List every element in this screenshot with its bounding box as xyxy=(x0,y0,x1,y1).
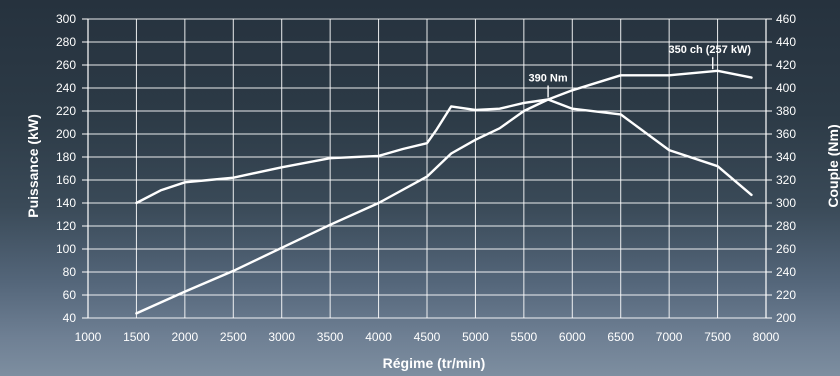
chart-series xyxy=(135,69,753,315)
x-axis-title: Régime (tr/min) xyxy=(383,355,486,371)
y-left-tick-label: 40 xyxy=(63,311,77,325)
x-tick-label: 5500 xyxy=(511,330,538,344)
y-right-tick-label: 420 xyxy=(776,58,796,72)
x-tick-label: 1500 xyxy=(123,330,150,344)
y-left-tick-label: 160 xyxy=(56,173,76,187)
annotation-label: 390 Nm xyxy=(529,73,568,85)
x-tick-label: 7500 xyxy=(704,330,731,344)
y-right-tick-label: 220 xyxy=(776,288,796,302)
y-left-tick-label: 300 xyxy=(56,12,76,26)
y-left-tick-label: 140 xyxy=(56,196,76,210)
torque-line xyxy=(135,98,753,205)
x-tick-label: 3000 xyxy=(268,330,295,344)
y-left-tick-label: 60 xyxy=(63,288,77,302)
chart-annotations: 390 Nm 350 ch (257 kW) xyxy=(529,44,751,98)
x-tick-label: 5000 xyxy=(462,330,489,344)
x-tick-label: 8000 xyxy=(753,330,780,344)
y-left-tick-label: 80 xyxy=(63,265,77,279)
x-tick-label: 7000 xyxy=(656,330,683,344)
y-right-tick-label: 400 xyxy=(776,81,796,95)
x-tick-label: 4500 xyxy=(414,330,441,344)
y-right-tick-label: 380 xyxy=(776,104,796,118)
y-right-tick-label: 440 xyxy=(776,35,796,49)
chart-ticks: 40 200 60 220 80 240 100 260 120 280 140 300 160 320 1… xyxy=(56,12,796,344)
y-right-tick-label: 360 xyxy=(776,127,796,141)
x-tick-label: 2000 xyxy=(172,330,199,344)
x-tick-label: 3500 xyxy=(317,330,344,344)
y-right-tick-label: 460 xyxy=(776,12,796,26)
x-tick-label: 1000 xyxy=(75,330,102,344)
y-right-tick-label: 240 xyxy=(776,265,796,279)
y-right-tick-label: 260 xyxy=(776,242,796,256)
chart-grid xyxy=(82,18,772,319)
x-tick-label: 6000 xyxy=(559,330,586,344)
y-left-tick-label: 200 xyxy=(56,127,76,141)
annotation-label: 350 ch (257 kW) xyxy=(668,44,751,56)
y-left-tick-label: 120 xyxy=(56,219,76,233)
y-left-axis-title: Puissance (kW) xyxy=(25,114,41,217)
power-line xyxy=(135,69,753,315)
y-right-tick-label: 280 xyxy=(776,219,796,233)
y-left-tick-label: 260 xyxy=(56,58,76,72)
y-right-tick-label: 340 xyxy=(776,150,796,164)
y-left-tick-label: 100 xyxy=(56,242,76,256)
y-right-tick-label: 320 xyxy=(776,173,796,187)
y-left-tick-label: 240 xyxy=(56,81,76,95)
y-right-axis-title: Couple (Nm) xyxy=(825,124,840,207)
x-tick-label: 6500 xyxy=(607,330,634,344)
x-tick-label: 4000 xyxy=(365,330,392,344)
y-right-tick-label: 200 xyxy=(776,311,796,325)
y-left-tick-label: 280 xyxy=(56,35,76,49)
y-left-tick-label: 180 xyxy=(56,150,76,164)
y-right-tick-label: 300 xyxy=(776,196,796,210)
y-left-tick-label: 220 xyxy=(56,104,76,118)
x-tick-label: 2500 xyxy=(220,330,247,344)
